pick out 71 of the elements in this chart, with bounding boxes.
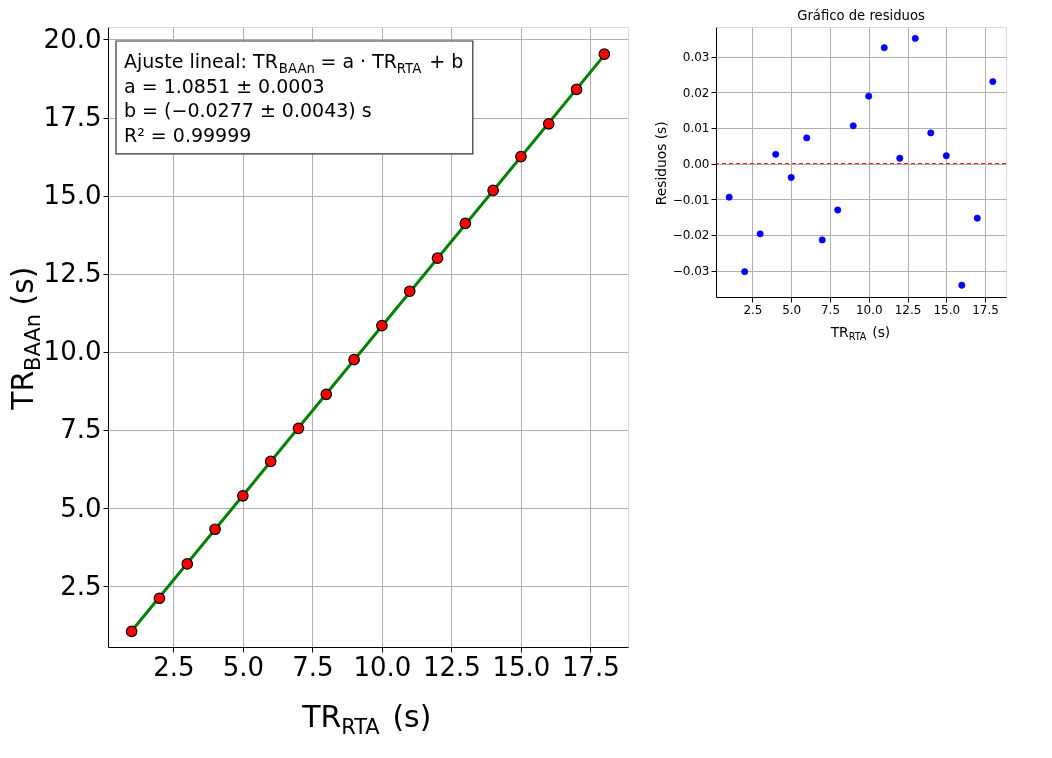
y-tick-label: 17.5 — [43, 102, 102, 133]
y-tick-label: 0.01 — [682, 121, 710, 136]
y-tick-label: 0.00 — [682, 157, 710, 172]
y-tick-label: 20.0 — [43, 23, 102, 54]
y-tick-label: −0.01 — [672, 192, 710, 207]
y-tick-label: 0.02 — [682, 85, 710, 100]
point — [237, 489, 249, 502]
point — [958, 281, 966, 289]
y-tick-label: 12.5 — [43, 258, 102, 289]
y-tick-label: 0.03 — [682, 50, 710, 65]
point — [787, 174, 795, 181]
point — [515, 150, 527, 163]
point — [803, 134, 811, 142]
y-tick-label: 5.0 — [60, 492, 102, 523]
y-tick-label: −0.02 — [672, 228, 710, 243]
point — [741, 268, 749, 276]
x-tick-label: 17.5 — [972, 302, 999, 317]
x-tick-label: 12.5 — [422, 651, 481, 682]
annotation: R² = 0.99999 — [124, 124, 252, 147]
point — [125, 625, 138, 638]
x-tick-label: 2.5 — [743, 302, 763, 317]
point — [725, 193, 733, 201]
y-axis-title: TRBAAn (s) — [5, 266, 46, 411]
point — [772, 150, 780, 158]
point — [542, 117, 555, 130]
y-tick-label: 10.0 — [43, 336, 102, 367]
point — [927, 129, 935, 137]
point — [989, 78, 997, 86]
point — [431, 252, 444, 264]
point — [849, 122, 857, 130]
x-tick-label: 7.5 — [820, 302, 841, 317]
y-tick-label: 7.5 — [60, 414, 102, 445]
point — [896, 154, 904, 162]
y-axis-title: Residuos (s) — [653, 121, 669, 206]
x-tick-label: 2.5 — [153, 651, 195, 682]
point — [264, 455, 277, 468]
y-tick-label: 15.0 — [43, 180, 102, 211]
x-tick-label: 5.0 — [782, 302, 802, 317]
point — [818, 236, 826, 244]
annotation: a = 1.0851 ± 0.0003 — [124, 74, 325, 97]
y-tick-label: −0.03 — [672, 264, 710, 279]
x-tick-label: 15.0 — [933, 302, 961, 317]
annotation: b = (−0.0277 ± 0.0043) s — [124, 99, 372, 122]
point — [487, 184, 499, 197]
x-tick-label: 10.0 — [353, 651, 412, 682]
point — [153, 592, 166, 605]
x-tick-label: 10.0 — [855, 302, 883, 317]
point — [403, 285, 416, 298]
y-tick-label: 2.5 — [60, 570, 102, 601]
point — [376, 319, 388, 332]
chart-title: Gráfico de residuos — [797, 7, 925, 23]
point — [570, 83, 583, 96]
x-tick-label: 5.0 — [222, 651, 265, 682]
x-tick-label: 15.0 — [492, 651, 551, 682]
point — [459, 217, 472, 230]
point — [880, 44, 888, 52]
point — [292, 422, 305, 435]
point — [865, 92, 873, 100]
x-tick-label: 7.5 — [292, 651, 334, 682]
point — [756, 230, 764, 238]
x-tick-label: 17.5 — [562, 651, 620, 682]
x-tick-label: 12.5 — [894, 302, 922, 317]
point — [911, 34, 919, 42]
point — [320, 388, 333, 401]
point — [973, 214, 981, 222]
point — [942, 152, 950, 160]
point — [209, 523, 221, 536]
point — [598, 48, 611, 61]
point — [834, 206, 842, 214]
point — [181, 558, 194, 570]
point — [348, 353, 360, 366]
